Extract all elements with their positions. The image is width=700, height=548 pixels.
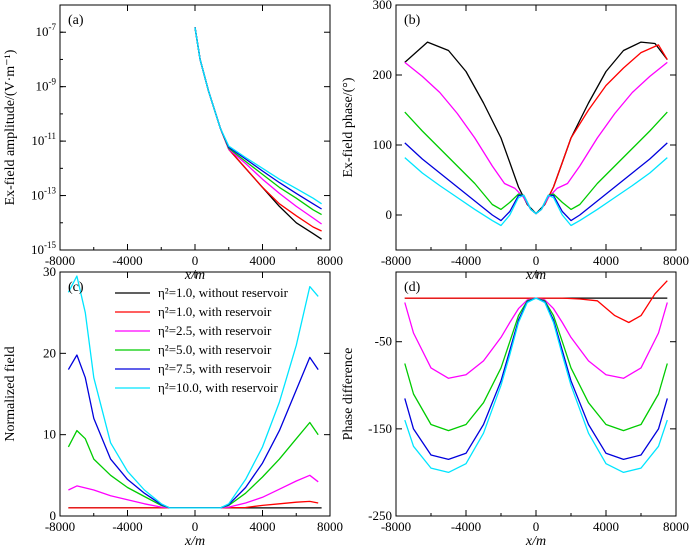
y-axis-label-c: Normalized field <box>3 346 18 441</box>
x-tick-label-b-1: -4000 <box>451 253 481 268</box>
x-tick-label-a-4: 8000 <box>317 253 343 268</box>
y-tick-label-b-0: 300 <box>373 0 393 12</box>
series-line-a-3 <box>194 27 322 216</box>
x-axis-label-c: x/m <box>184 534 205 548</box>
legend-label-3: η²=5.0, with reservoir <box>158 342 272 357</box>
y-tick-label-a-2: 10-11 <box>31 131 56 148</box>
x-tick-label-b-0: -8000 <box>381 253 411 268</box>
x-axis-label-d: x/m <box>525 534 546 548</box>
y-tick-label-c-0: 30 <box>43 264 56 279</box>
legend-label-1: η²=1.0, with reservoir <box>158 304 272 319</box>
panel-c: -8000 -4000 0 4000 8000 30 20 10 0 (c) x/m Normaliz… <box>3 264 343 548</box>
series-line-c-4 <box>67 354 319 509</box>
x-tick-label-a-0: -8000 <box>45 253 75 268</box>
plot-frame-a <box>59 4 331 251</box>
x-tick-label-a-1: -4000 <box>112 253 142 268</box>
x-tick-label-d-3: 4000 <box>593 519 619 534</box>
series-line-a-2 <box>194 27 322 225</box>
panel-label-c: (c) <box>68 280 84 295</box>
y-tick-label-a-1: 10-9 <box>36 77 57 94</box>
y-tick-label-a-4: 10-15 <box>31 240 56 257</box>
series-line-b-5 <box>404 157 668 227</box>
y-tick-label-d-0: -50 <box>375 334 392 349</box>
x-tick-label-c-0: -8000 <box>45 519 75 534</box>
panel-label-b: (b) <box>404 13 421 28</box>
panel-b: -8000 -4000 0 4000 80003002001000(b)x/mEx-fi… <box>341 0 689 283</box>
x-tick-label-c-3: 4000 <box>250 519 276 534</box>
y-axis-label-d: Phase difference <box>341 348 356 441</box>
y-tick-label-b-1: 200 <box>373 67 393 82</box>
panel-d: -8000 -4000 0 4000 8000 -50 -150 -250 (d) x/m Phas… <box>341 271 689 548</box>
x-tick-label-c-1: -4000 <box>112 519 142 534</box>
x-tick-label-b-3: 4000 <box>593 253 619 268</box>
legend-label-5: η²=10.0, with reservoir <box>158 380 279 395</box>
y-tick-label-a-3: 10-13 <box>31 186 56 203</box>
series-line-a-5 <box>194 27 322 205</box>
x-tick-label-b-4: 8000 <box>663 253 689 268</box>
series-line-a-1 <box>194 27 322 232</box>
series-line-d-3 <box>404 297 668 432</box>
legend-label-2: η²=2.5, with reservoir <box>158 323 272 338</box>
series-line-b-1 <box>544 44 668 205</box>
series-line-c-1 <box>68 500 319 509</box>
series-line-d-1 <box>404 280 668 324</box>
legend-label-4: η²=7.5, with reservoir <box>158 361 272 376</box>
series-line-c-3 <box>67 421 319 509</box>
x-tick-label-d-4: 8000 <box>663 519 689 534</box>
y-tick-label-b-3: 0 <box>386 207 393 222</box>
y-tick-label-c-3: 0 <box>50 508 57 523</box>
series-line-b-2 <box>404 61 668 215</box>
x-tick-label-c-4: 8000 <box>317 519 343 534</box>
series-line-b-0 <box>404 41 668 215</box>
y-tick-label-d-1: -150 <box>368 421 392 436</box>
x-tick-label-c-2: 0 <box>192 519 199 534</box>
series-line-b-3 <box>404 111 668 215</box>
x-tick-label-a-2: 0 <box>192 253 199 268</box>
panel-label-a: (a) <box>68 13 84 28</box>
legend-label-0: η²=1.0, without reservoir <box>158 285 289 300</box>
plot-frame-d <box>395 271 677 517</box>
y-tick-label-c-1: 20 <box>43 345 56 360</box>
series-line-b-4 <box>404 142 668 222</box>
y-tick-label-d-2: -250 <box>368 508 392 523</box>
series-line-c-2 <box>68 474 319 509</box>
y-tick-label-c-2: 10 <box>43 427 56 442</box>
y-tick-label-a-0: 10-7 <box>36 22 57 39</box>
series-line-a-0 <box>194 27 322 240</box>
x-tick-label-d-2: 0 <box>533 519 540 534</box>
y-axis-label-b: Ex-field phase/(°) <box>341 77 356 177</box>
series-line-c-5 <box>67 275 319 509</box>
panel-label-d: (d) <box>404 280 421 295</box>
y-axis-label-a: Ex-field amplitude/(V·m⁻¹) <box>3 49 18 205</box>
legend: η²=1.0, without reservoir η²=1.0, with re… <box>115 285 289 395</box>
series-line-d-2 <box>404 297 668 379</box>
x-tick-label-d-1: -4000 <box>451 519 481 534</box>
panel-a: -8000 -4000 0 4000 8000 10-7 10-9 10-11 10-13 10-… <box>3 4 343 283</box>
x-tick-label-a-3: 4000 <box>250 253 276 268</box>
x-tick-label-b-2: 0 <box>533 253 540 268</box>
x-tick-label-d-0: -8000 <box>381 519 411 534</box>
series-line-d-5 <box>404 297 668 474</box>
y-tick-label-b-2: 100 <box>373 137 393 152</box>
